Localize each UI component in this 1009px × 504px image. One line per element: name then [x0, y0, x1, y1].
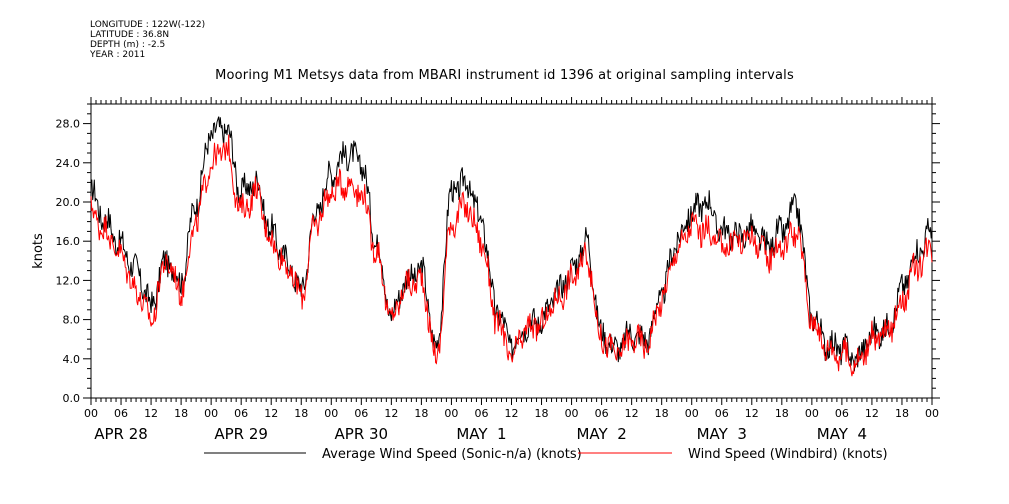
- legend-label-average: Average Wind Speed (Sonic-n/a) (knots): [322, 447, 582, 462]
- x-tick-label: 00: [204, 407, 218, 420]
- x-tick-label: 18: [895, 407, 909, 420]
- x-day-label: MAY 2: [576, 425, 626, 443]
- x-tick-label: 06: [234, 407, 248, 420]
- x-tick-label: 18: [414, 407, 428, 420]
- legend-label-windbird: Wind Speed (Windbird) (knots): [688, 447, 888, 462]
- x-tick-label: 12: [144, 407, 158, 420]
- x-tick-label: 00: [84, 407, 98, 420]
- x-tick-label: 06: [474, 407, 488, 420]
- x-tick-label: 06: [715, 407, 729, 420]
- x-tick-label: 18: [535, 407, 549, 420]
- series-line-average-wind-speed: [90, 116, 933, 372]
- chart-title: Mooring M1 Metsys data from MBARI instru…: [215, 68, 794, 83]
- y-tick-label: 20.0: [56, 196, 81, 209]
- y-tick-label: 28.0: [56, 118, 81, 131]
- x-tick-label: 12: [625, 407, 639, 420]
- x-tick-label: 18: [775, 407, 789, 420]
- x-tick-label: 06: [835, 407, 849, 420]
- depth-label: DEPTH (m) : -2.5: [90, 40, 166, 50]
- y-tick-label: 24.0: [56, 157, 81, 170]
- series-line-windbird-wind-speed: [90, 134, 933, 377]
- x-tick-label: 18: [655, 407, 669, 420]
- x-tick-label: 12: [505, 407, 519, 420]
- x-day-label: APR 29: [214, 425, 268, 443]
- year-label: YEAR : 2011: [90, 50, 146, 60]
- x-day-label: APR 30: [335, 425, 389, 443]
- x-day-label: MAY 1: [456, 425, 506, 443]
- x-day-label: APR 28: [94, 425, 148, 443]
- x-tick-label: 00: [805, 407, 819, 420]
- x-tick-label: 18: [294, 407, 308, 420]
- x-tick-label: 12: [745, 407, 759, 420]
- x-tick-label: 06: [354, 407, 368, 420]
- x-day-label: MAY 4: [817, 425, 867, 443]
- x-tick-label: 00: [565, 407, 579, 420]
- y-tick-label: 8.0: [63, 314, 81, 327]
- y-tick-label: 12.0: [56, 274, 81, 287]
- y-tick-label: 0.0: [63, 392, 81, 405]
- y-axis-label: knots: [31, 233, 46, 269]
- x-tick-label: 00: [925, 407, 939, 420]
- x-day-label: MAY 3: [697, 425, 747, 443]
- x-tick-label: 00: [685, 407, 699, 420]
- latitude-label: LATITUDE : 36.8N: [90, 30, 170, 40]
- longitude-label: LONGITUDE : 122W(-122): [90, 20, 206, 30]
- x-tick-label: 06: [114, 407, 128, 420]
- x-tick-label: 00: [444, 407, 458, 420]
- x-tick-label: 18: [174, 407, 188, 420]
- x-tick-label: 12: [384, 407, 398, 420]
- y-tick-label: 4.0: [63, 353, 81, 366]
- x-tick-label: 00: [324, 407, 338, 420]
- y-tick-label: 16.0: [56, 235, 81, 248]
- metadata-block: LONGITUDE : 122W(-122) LATITUDE : 36.8N …: [90, 20, 205, 60]
- x-tick-label: 06: [595, 407, 609, 420]
- x-tick-label: 12: [264, 407, 278, 420]
- x-tick-label: 12: [865, 407, 879, 420]
